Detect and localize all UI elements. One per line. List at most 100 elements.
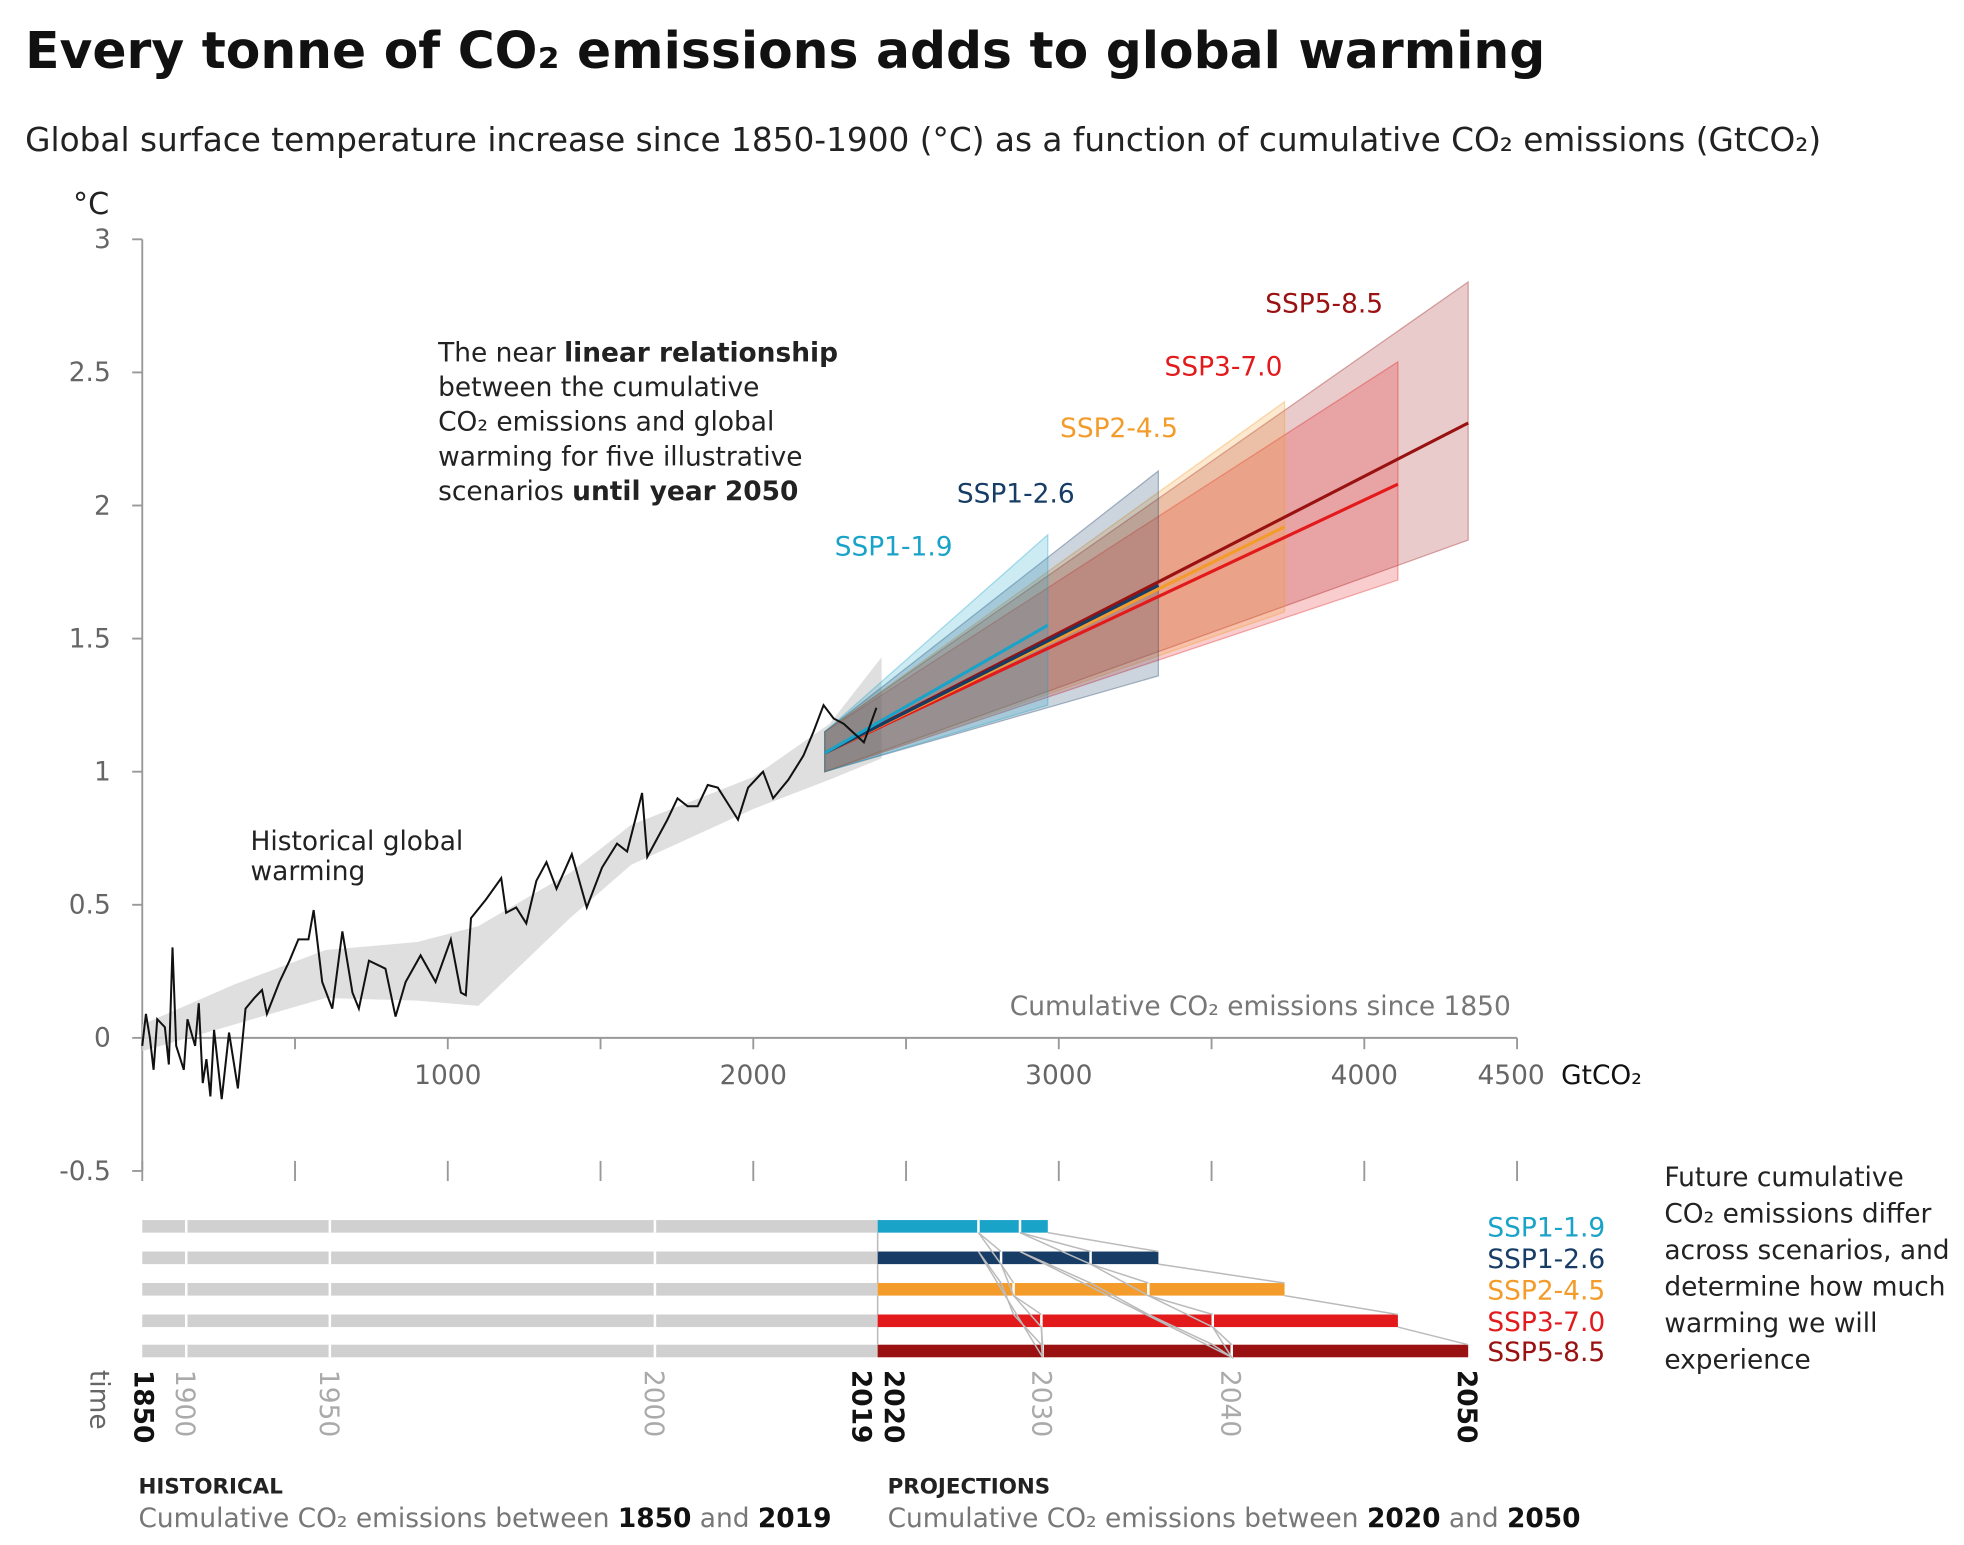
timeline-connector bbox=[1284, 1294, 1399, 1316]
timeline-connector bbox=[1148, 1294, 1213, 1316]
scenario-label: SSP1-2.6 bbox=[957, 478, 1075, 509]
scenario-label: SSP3-7.0 bbox=[1165, 351, 1283, 382]
scenario-label: SSP1-1.9 bbox=[835, 531, 953, 562]
annotation-part: The near bbox=[437, 337, 564, 368]
y-axis-label: °C bbox=[73, 187, 109, 222]
x-tick-label: 4500 bbox=[1478, 1060, 1545, 1091]
year-label: 2050 bbox=[1451, 1370, 1482, 1444]
section-heading: PROJECTIONS bbox=[888, 1474, 1051, 1499]
section-note: Cumulative CO₂ emissions between 2020 an… bbox=[888, 1503, 1581, 1534]
timeline-scenario-label: SSP3-7.0 bbox=[1487, 1307, 1605, 1338]
section-heading: HISTORICAL bbox=[138, 1474, 283, 1499]
scenario-line bbox=[824, 482, 1399, 755]
annotation-part: warming for five illustrative bbox=[438, 441, 802, 472]
timeline-connector bbox=[1013, 1294, 1042, 1316]
timeline-scenario-label: SSP1-2.6 bbox=[1487, 1244, 1605, 1275]
side-note: across scenarios, and bbox=[1664, 1235, 1949, 1266]
section-note-part: 1850 bbox=[618, 1503, 692, 1534]
y-tick-label: 0 bbox=[94, 1023, 111, 1054]
historical-line bbox=[141, 703, 878, 1100]
timeline-connector bbox=[1019, 1231, 1234, 1360]
historical-range bbox=[142, 657, 882, 1052]
annotation-part: scenarios bbox=[438, 476, 572, 507]
annotation-part: CO₂ emissions and global bbox=[438, 407, 774, 438]
x-tick-label: 4000 bbox=[1331, 1060, 1398, 1091]
year-label: 1850 bbox=[128, 1370, 159, 1444]
annotation-part: until year 2050 bbox=[572, 476, 798, 507]
section-note-part: and bbox=[1440, 1503, 1507, 1534]
y-tick-label: 1.5 bbox=[69, 623, 111, 654]
section-note-part: Cumulative CO₂ emissions between bbox=[888, 1503, 1367, 1534]
timeline-historical-bar bbox=[142, 1283, 878, 1296]
annotation: between the cumulative bbox=[438, 372, 759, 403]
timeline-axis-label: time bbox=[84, 1370, 115, 1430]
timeline-scenario-bar bbox=[877, 1220, 1048, 1233]
timeline-historical-bar bbox=[142, 1251, 878, 1265]
annotation: The near linear relationship bbox=[437, 337, 838, 368]
timeline-connector bbox=[1047, 1231, 1159, 1253]
timeline-connector bbox=[1158, 1263, 1285, 1284]
y-tick-label: -0.5 bbox=[59, 1156, 111, 1187]
timeline-connector bbox=[1212, 1326, 1233, 1346]
scenario-band bbox=[824, 533, 1049, 773]
timeline-scenario-label: SSP2-4.5 bbox=[1487, 1275, 1605, 1306]
side-note: CO₂ emissions differ bbox=[1664, 1199, 1931, 1230]
timeline-scenario-bar bbox=[877, 1283, 1285, 1296]
timeline-scenario-label: SSP1-1.9 bbox=[1487, 1212, 1605, 1243]
timeline-historical-bar bbox=[142, 1344, 878, 1358]
year-label: 2000 bbox=[638, 1370, 669, 1437]
timeline-connector bbox=[1040, 1327, 1044, 1345]
timeline-scenario-bar bbox=[877, 1344, 1469, 1358]
scenario-band bbox=[824, 280, 1469, 773]
x-axis-label: GtCO₂ bbox=[1561, 1060, 1642, 1091]
annotation: CO₂ emissions and global bbox=[438, 407, 774, 438]
x-tick-label: 2000 bbox=[720, 1060, 787, 1091]
section-note-part: and bbox=[691, 1503, 758, 1534]
side-note: Future cumulative bbox=[1664, 1162, 1903, 1193]
historical-label: warming bbox=[251, 856, 366, 887]
timeline-scenario-bar bbox=[877, 1251, 1159, 1265]
historical-label: Historical global bbox=[251, 826, 464, 857]
timeline-connector bbox=[1019, 1231, 1091, 1253]
year-label: 1900 bbox=[169, 1370, 200, 1437]
scenario-label: SSP2-4.5 bbox=[1060, 413, 1178, 444]
year-label: 2019 bbox=[845, 1370, 876, 1444]
x-axis-note: Cumulative CO₂ emissions since 1850 bbox=[1010, 991, 1511, 1022]
timeline-historical-bar bbox=[142, 1220, 878, 1233]
year-label: 2020 bbox=[878, 1370, 909, 1444]
y-tick-label: 1 bbox=[94, 757, 111, 788]
x-tick-label: 1000 bbox=[414, 1060, 481, 1091]
y-tick-label: 2 bbox=[94, 490, 111, 521]
year-label: 2030 bbox=[1026, 1370, 1057, 1437]
scenario-band bbox=[824, 400, 1286, 773]
timeline-connector bbox=[1000, 1263, 1015, 1284]
y-tick-label: 0.5 bbox=[69, 890, 111, 921]
chart-subtitle: Global surface temperature increase sinc… bbox=[25, 121, 1821, 159]
timeline-connector bbox=[1397, 1326, 1469, 1346]
annotation-part: between the cumulative bbox=[438, 372, 759, 403]
timeline-historical-bar bbox=[142, 1314, 878, 1328]
scenario-line bbox=[823, 623, 1049, 755]
section-note-part: 2050 bbox=[1507, 1503, 1581, 1534]
side-note: experience bbox=[1664, 1345, 1810, 1376]
side-note: determine how much bbox=[1664, 1272, 1945, 1303]
scenario-line bbox=[824, 583, 1160, 755]
scenario-band bbox=[824, 469, 1160, 773]
annotation-part: linear relationship bbox=[564, 337, 838, 368]
timeline-connector bbox=[1090, 1263, 1149, 1284]
annotation: warming for five illustrative bbox=[438, 441, 802, 472]
x-tick-label: 3000 bbox=[1025, 1060, 1092, 1091]
timeline-scenario-label: SSP5-8.5 bbox=[1487, 1337, 1605, 1368]
y-tick-label: 3 bbox=[94, 224, 111, 255]
scenario-label: SSP5-8.5 bbox=[1265, 288, 1383, 319]
side-note: warming we will bbox=[1664, 1308, 1877, 1339]
timeline-connector bbox=[977, 1232, 1044, 1358]
section-note-part: Cumulative CO₂ emissions between bbox=[138, 1503, 617, 1534]
annotation: scenarios until year 2050 bbox=[438, 476, 798, 507]
section-note-part: 2019 bbox=[758, 1503, 832, 1534]
chart-title: Every tonne of CO₂ emissions adds to glo… bbox=[25, 21, 1545, 80]
timeline-scenario-bar bbox=[877, 1314, 1398, 1328]
timeline-connector bbox=[977, 1232, 1002, 1253]
year-label: 2040 bbox=[1215, 1370, 1246, 1437]
